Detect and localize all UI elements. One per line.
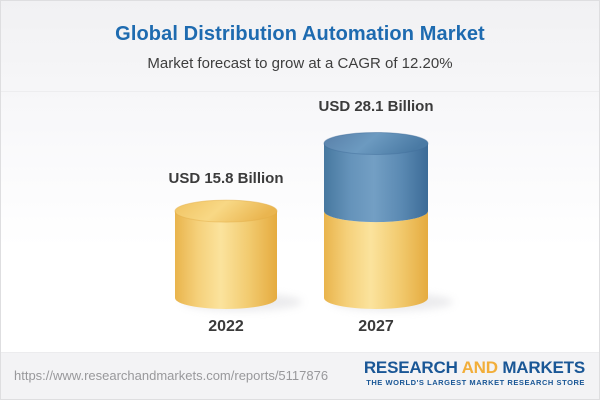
value-label-2027: USD 28.1 Billion: [318, 98, 434, 115]
logo-word-research: RESEARCH: [363, 358, 458, 377]
report-url-link[interactable]: https://www.researchandmarkets.com/repor…: [14, 368, 329, 383]
header-divider: [1, 91, 599, 92]
logo-word-and: AND: [461, 358, 498, 377]
research-and-markets-logo: RESEARCH AND MARKETS THE WORLD'S LARGEST…: [364, 359, 585, 387]
value-label-2022: USD 15.8 Billion: [168, 170, 284, 187]
category-label-2027: 2027: [358, 318, 394, 335]
chart-subtitle: Market forecast to grow at a CAGR of 12.…: [147, 55, 453, 72]
footer-bar: https://www.researchandmarkets.com/repor…: [1, 352, 599, 399]
category-label-2022: 2022: [208, 318, 244, 335]
page-title: Global Distribution Automation Market: [115, 23, 485, 45]
bar-2022: [174, 199, 278, 309]
logo-word-markets: MARKETS: [502, 358, 585, 377]
bar-2027: [323, 131, 429, 309]
logo-wordmark: RESEARCH AND MARKETS: [364, 359, 585, 376]
logo-tagline: THE WORLD'S LARGEST MARKET RESEARCH STOR…: [366, 378, 585, 387]
